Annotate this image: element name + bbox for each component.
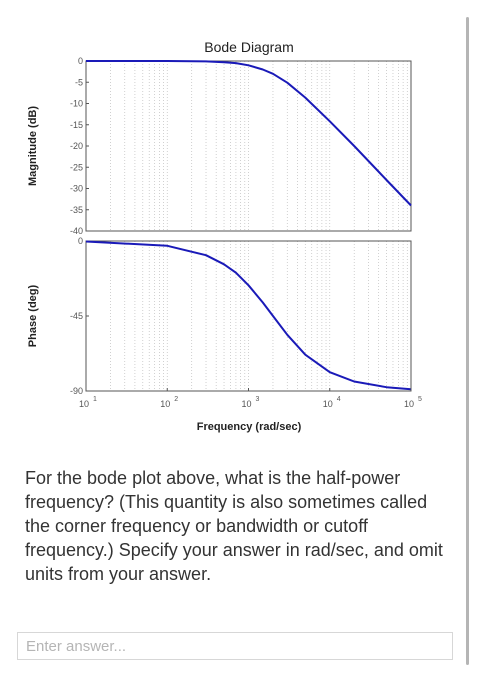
x-tick-label: 10 (79, 399, 89, 409)
y-axis-label: Magnitude (dB) (27, 106, 39, 186)
y-tick-label: -10 (70, 99, 83, 109)
y-tick-label: 0 (78, 236, 83, 246)
x-tick-exponent: 3 (256, 396, 260, 403)
bode-chart: Bode Diagram 0 -5 -10 -15 -20 -25 -30 -35 -40 Mag… (27, 39, 422, 433)
chart-title: Bode Diagram (204, 39, 294, 55)
y-tick-label: -35 (70, 205, 83, 215)
bode-curve (86, 60, 412, 207)
question-text: For the bode plot above, what is the hal… (25, 468, 443, 584)
x-tick-exponent: 5 (418, 396, 422, 403)
y-tick-label: -30 (70, 184, 83, 194)
x-tick-exponent: 4 (337, 396, 341, 403)
y-axis-label: Phase (deg) (27, 284, 39, 347)
y-tick-label: -40 (70, 226, 83, 236)
x-tick-exponent: 2 (174, 396, 178, 403)
y-tick-label: -25 (70, 162, 83, 172)
x-tick-label: 10 (241, 399, 251, 409)
bode-curve (85, 240, 412, 391)
x-tick-label: 10 (160, 399, 170, 409)
x-axis-label: Frequency (rad/sec) (197, 421, 302, 433)
x-tick-exponent: 1 (93, 396, 97, 403)
answer-input[interactable] (17, 632, 453, 660)
y-tick-label: -15 (70, 120, 83, 130)
x-tick-label: 10 (323, 399, 333, 409)
y-tick-label: -45 (70, 311, 83, 321)
scrollbar[interactable] (466, 17, 469, 665)
y-tick-label: -90 (70, 386, 83, 396)
y-tick-label: -5 (75, 77, 83, 87)
bode-panel-2: 0 -45 -90 Phase (deg) (27, 236, 412, 396)
bode-panel-1: 0 -5 -10 -15 -20 -25 -30 -35 -40 Magnitude (dB) (27, 56, 412, 236)
y-tick-label: -20 (70, 141, 83, 151)
x-tick-label: 10 (404, 399, 414, 409)
y-tick-label: 0 (78, 56, 83, 66)
